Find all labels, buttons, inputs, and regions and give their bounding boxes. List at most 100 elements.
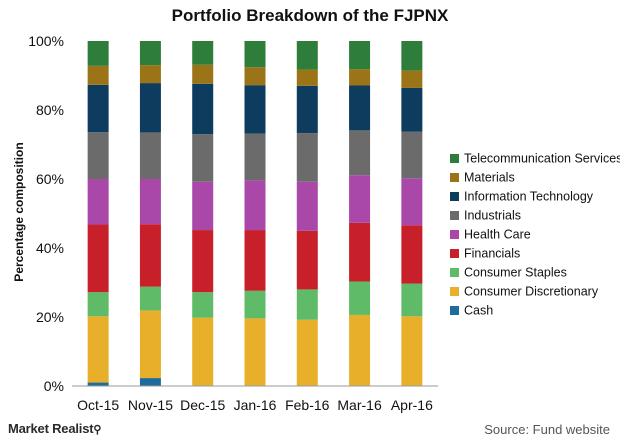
y-tick-label: 0%: [44, 378, 64, 394]
bar-segment: [244, 230, 266, 291]
bar-segment: [87, 65, 109, 85]
bar-segment: [349, 314, 371, 386]
legend-swatch: [450, 230, 459, 239]
bar-segment: [401, 178, 423, 226]
bar-segment: [244, 133, 266, 181]
bar-segment: [87, 84, 109, 133]
legend-entry: Materials: [464, 171, 515, 185]
legend-swatch: [450, 306, 459, 315]
bar-segment: [244, 318, 266, 386]
source-note: Source: Fund website: [484, 422, 610, 437]
magnifier-icon: ⚲: [93, 424, 102, 436]
bar-segment: [87, 41, 109, 66]
bars: [87, 41, 423, 386]
legend-entry: Health Care: [464, 228, 531, 242]
x-tick-label: Feb-16: [285, 397, 330, 413]
bar-segment: [349, 130, 371, 176]
bar-segment: [244, 41, 266, 68]
bar-segment: [401, 87, 423, 132]
bar-segment: [349, 281, 371, 315]
legend-entry: Cash: [464, 304, 493, 318]
y-tick-label: 80%: [36, 102, 64, 118]
x-tick-label: Mar-16: [337, 397, 382, 413]
bar-segment: [349, 222, 371, 282]
bar-segment: [192, 64, 214, 84]
bar-segment: [192, 292, 214, 318]
bar-segment: [139, 224, 161, 287]
y-tick-label: 60%: [36, 171, 64, 187]
y-axis: 0% 20% 40% 60% 80% 100%: [28, 33, 64, 394]
legend-swatch: [450, 211, 459, 220]
legend-entry: Financials: [464, 247, 520, 261]
legend-entry: Information Technology: [464, 190, 594, 204]
bar-segment: [296, 69, 318, 86]
bar-segment: [192, 83, 214, 135]
x-tick-label: Dec-15: [180, 397, 225, 413]
bar-segment: [401, 283, 423, 317]
legend-swatch: [450, 154, 459, 163]
bar-segment: [244, 290, 266, 319]
bar-segment: [296, 289, 318, 320]
bar-segment: [139, 286, 161, 311]
bar-segment: [349, 41, 371, 70]
legend-entry: Industrials: [464, 209, 521, 223]
bar-segment: [139, 65, 161, 84]
bar-segment: [87, 316, 109, 383]
y-axis-label: Percentage composition: [12, 142, 26, 281]
legend-entry: Consumer Discretionary: [464, 285, 599, 299]
legend-swatch: [450, 268, 459, 277]
bar-segment: [139, 378, 161, 386]
x-axis: Oct-15 Nov-15 Dec-15 Jan-16 Feb-16 Mar-16 Apr-…: [72, 385, 438, 413]
x-tick-label: Jan-16: [234, 397, 277, 413]
bar-segment: [139, 310, 161, 379]
bar-segment: [401, 70, 423, 88]
bar-segment: [192, 134, 214, 182]
bar-segment: [192, 181, 214, 231]
legend-swatch: [450, 287, 459, 296]
legend-swatch: [450, 192, 459, 201]
bar-segment: [401, 316, 423, 386]
bar-segment: [296, 85, 318, 134]
bar-segment: [192, 41, 214, 65]
bar-segment: [87, 132, 109, 179]
bar-segment: [192, 317, 214, 386]
bar-segment: [296, 319, 318, 386]
legend: Telecommunication Services Materials Infor…: [450, 152, 620, 318]
bar-segment: [349, 85, 371, 131]
x-tick-label: Apr-16: [391, 397, 433, 413]
chart-title: Portfolio Breakdown of the FJPNX: [171, 6, 449, 25]
bar-segment: [139, 83, 161, 133]
legend-swatch: [450, 173, 459, 182]
bar-segment: [244, 85, 266, 134]
bar-segment: [192, 230, 214, 293]
bar-segment: [401, 41, 423, 71]
bar-segment: [87, 382, 109, 386]
bar-segment: [87, 224, 109, 293]
bar-segment: [401, 225, 423, 284]
brand-name: Market Realist: [8, 421, 94, 436]
bar-segment: [87, 292, 109, 317]
bar-segment: [296, 133, 318, 182]
y-tick-label: 40%: [36, 240, 64, 256]
x-tick-label: Oct-15: [77, 397, 119, 413]
bar-segment: [139, 179, 161, 225]
bar-segment: [139, 41, 161, 66]
x-tick-label: Nov-15: [128, 397, 173, 413]
legend-entry: Telecommunication Services: [464, 152, 620, 166]
bar-segment: [401, 131, 423, 179]
bar-segment: [296, 41, 318, 70]
legend-entry: Consumer Staples: [464, 266, 567, 280]
brand-logo: Market Realist⚲: [8, 421, 101, 436]
bar-segment: [139, 132, 161, 179]
bar-segment: [244, 67, 266, 86]
bar-segment: [87, 179, 109, 225]
bar-segment: [244, 180, 266, 231]
bar-segment: [349, 175, 371, 223]
bar-segment: [349, 69, 371, 86]
bar-segment: [296, 230, 318, 290]
y-tick-label: 20%: [36, 309, 64, 325]
y-tick-label: 100%: [28, 33, 64, 49]
legend-swatch: [450, 249, 459, 258]
bar-segment: [296, 181, 318, 231]
